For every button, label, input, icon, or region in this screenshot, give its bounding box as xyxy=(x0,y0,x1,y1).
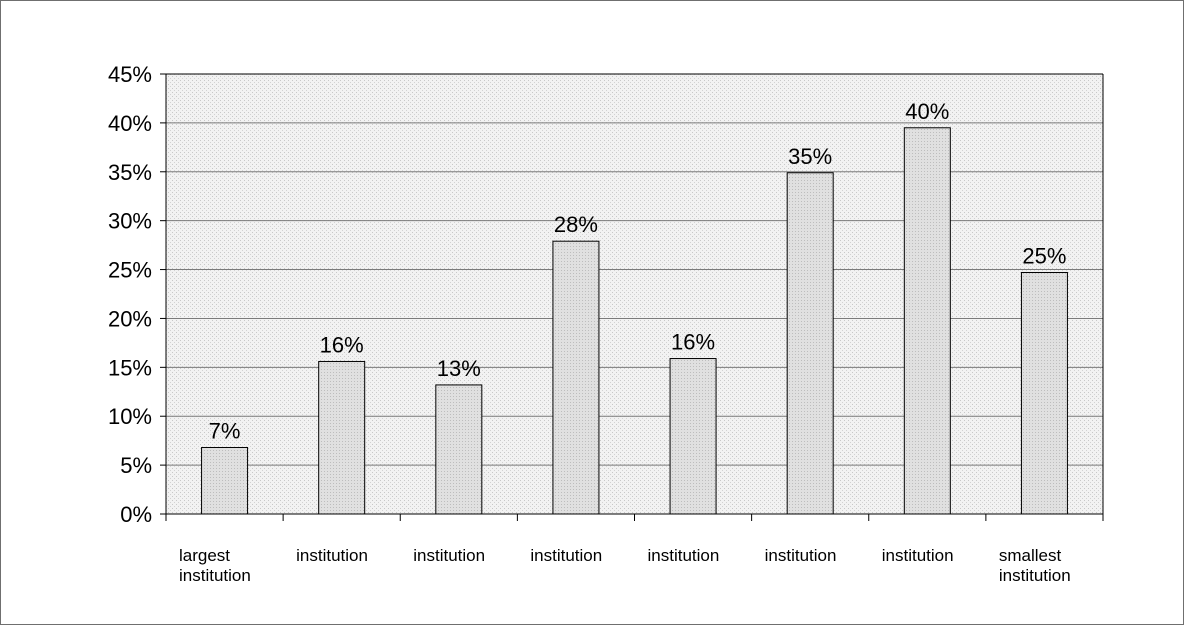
bar xyxy=(1020,271,1068,515)
data-label: 16% xyxy=(320,332,364,357)
x-category-label-line: institution xyxy=(530,546,602,565)
x-category-label-line: institution xyxy=(648,546,720,565)
data-label: 40% xyxy=(905,99,949,124)
data-label: 28% xyxy=(554,212,598,237)
y-tick-label: 15% xyxy=(108,355,152,380)
y-tick-label: 45% xyxy=(108,62,152,87)
data-label: 7% xyxy=(209,419,241,444)
y-tick-label: 30% xyxy=(108,209,152,234)
x-category-label-line: smallest xyxy=(999,546,1062,565)
bar xyxy=(669,358,717,515)
plot-background xyxy=(166,74,1103,514)
x-category-label: institution xyxy=(882,546,954,565)
x-category-label: institution xyxy=(413,546,485,565)
y-tick-label: 0% xyxy=(120,502,152,527)
data-label: 25% xyxy=(1022,243,1066,268)
axes xyxy=(165,73,1104,521)
x-category-label-line: institution xyxy=(296,546,368,565)
data-label: 16% xyxy=(671,330,715,355)
bar xyxy=(552,240,600,515)
x-category-label: institution xyxy=(296,546,368,565)
bar xyxy=(786,172,834,515)
x-category-label-line: institution xyxy=(765,546,837,565)
bar xyxy=(201,447,249,515)
x-category-label: smallest institution xyxy=(999,546,1071,585)
bar xyxy=(318,360,366,515)
y-tick-label: 35% xyxy=(108,160,152,185)
bar xyxy=(903,127,951,515)
data-label: 13% xyxy=(437,356,481,381)
x-category-label-line: institution xyxy=(882,546,954,565)
x-category-label: institution xyxy=(648,546,720,565)
x-category-label: institution xyxy=(765,546,837,565)
y-tick-label: 25% xyxy=(108,258,152,283)
x-category-label: institution xyxy=(530,546,602,565)
y-axis-tick-labels: 0% 5% 10% 15% 20% 25% 30% 35% 40% 45% xyxy=(108,62,152,527)
bar xyxy=(435,384,483,515)
x-category-label: largest institution xyxy=(179,546,251,585)
y-tick-label: 40% xyxy=(108,111,152,136)
x-category-label-line: institution xyxy=(179,566,251,585)
bars xyxy=(201,127,1068,515)
x-category-label-line: institution xyxy=(413,546,485,565)
y-tick-label: 5% xyxy=(120,453,152,478)
x-category-label-line: largest xyxy=(179,546,230,565)
data-label: 35% xyxy=(788,144,832,169)
y-tick-label: 20% xyxy=(108,306,152,331)
data-labels: 7% 16% 13% 28% 16% 35% 40% 25% xyxy=(209,99,1067,444)
plot-area xyxy=(166,74,1103,514)
y-tick-label: 10% xyxy=(108,404,152,429)
x-category-label-line: institution xyxy=(999,566,1071,585)
